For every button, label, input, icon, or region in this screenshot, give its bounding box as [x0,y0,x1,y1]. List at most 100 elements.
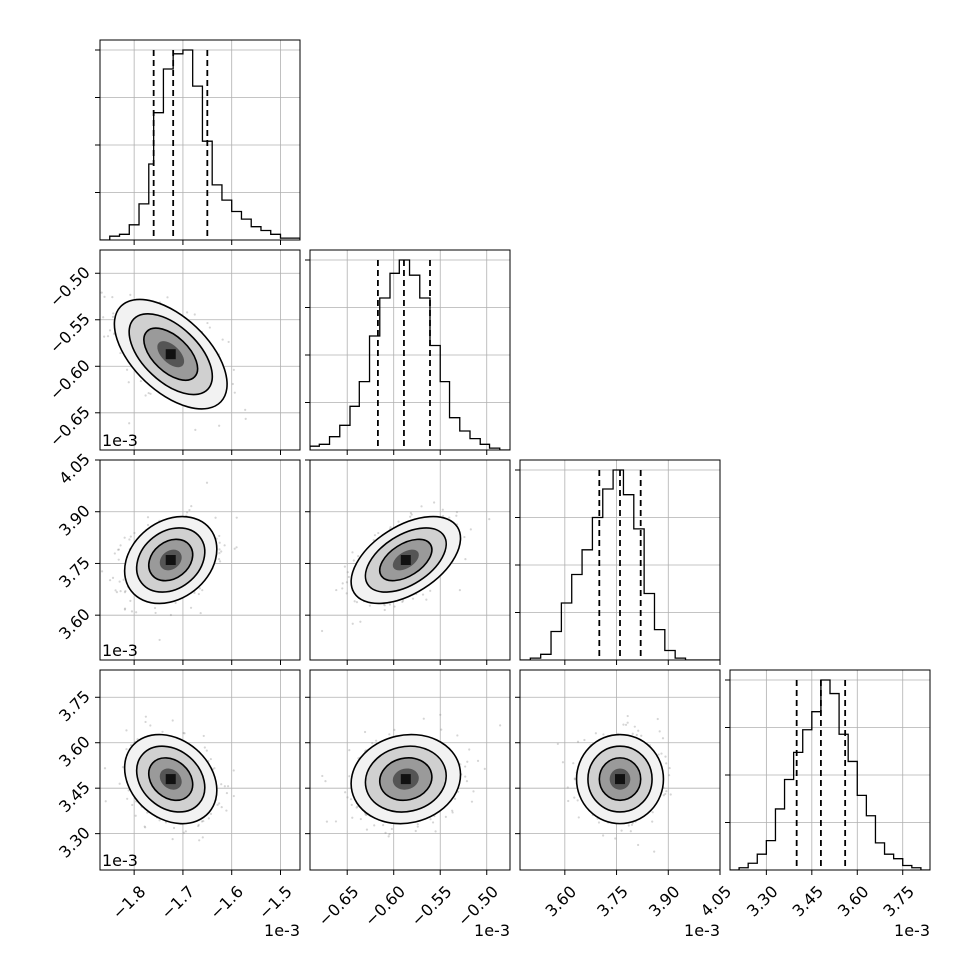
sample-point [232,794,235,798]
x-offset-label-2: 1e-3 [684,921,720,940]
sample-point [341,582,344,585]
sample-point [185,511,189,514]
sample-point [651,820,654,823]
y-tick-label-3-3: 3.75 [55,687,94,726]
sample-point [335,588,338,592]
sample-point [351,622,354,625]
sample-point [390,827,393,831]
sample-point [622,723,625,726]
sample-point [640,734,643,737]
sample-point [144,826,147,829]
sample-point [465,780,469,783]
sample-point [127,381,130,384]
sample-point [198,587,201,590]
sample-point [154,611,157,615]
sample-point [158,819,161,822]
sample-point [653,850,656,853]
sample-point [108,579,112,582]
sample-point [626,714,629,718]
sample-point [373,534,377,537]
sample-point [128,422,131,425]
sample-point [198,839,201,842]
sample-point [348,775,351,778]
sample-point [664,792,667,796]
sample-point [199,611,202,615]
sample-point [576,799,579,802]
sample-point [448,516,451,519]
axes-frame [99,39,301,241]
sample-point [218,552,221,555]
x-tick-label-1-2: −0.55 [407,882,455,930]
sample-point [101,570,104,573]
sample-point [133,531,136,535]
scatter-panel-1-0: −0.65−0.60−0.55−0.50 1e-3 [46,249,301,455]
sample-point [144,720,147,724]
sample-point [567,799,570,803]
sample-point [334,820,338,823]
sample-point [118,580,121,583]
sample-point [153,606,157,610]
sample-point [216,803,219,806]
sample-point [357,555,360,558]
sample-point [349,798,353,801]
sample-point [184,830,187,833]
y-tick-label-1-2: −0.55 [46,309,94,357]
sample-point [383,604,386,607]
sample-point [223,785,226,788]
x-tick-label-3-0: 3.30 [743,882,782,921]
sample-point [658,730,661,733]
x-offset-label-1: 1e-3 [474,921,510,940]
sample-point [629,830,632,833]
histogram-panel-0 [95,39,301,245]
sample-point [190,505,193,508]
sample-point [373,824,376,827]
sample-point [174,601,177,604]
density-peak [165,349,176,360]
sample-point [635,733,638,737]
sample-point [383,608,386,612]
grid [310,250,510,450]
sample-point [627,824,630,827]
density-peak [165,774,176,785]
sample-point [614,837,617,840]
sample-point [341,587,344,590]
sample-point [594,732,597,735]
scatter-panel-2-1 [305,459,511,665]
sample-point [146,523,150,527]
sample-point [364,813,367,816]
sample-point [577,816,580,819]
axes-frame [99,669,301,871]
x-tick-label-0-3: −1.5 [255,882,296,923]
sample-point [203,746,206,749]
sample-point [225,809,228,812]
sample-point [244,417,247,420]
sample-point [393,605,396,608]
sample-point [664,755,667,758]
sample-point [218,560,222,563]
x-tick-label-3-2: 3.60 [834,882,873,921]
sample-point [201,836,204,839]
x-tick-label-3-3: 3.75 [879,882,918,921]
sample-point [630,823,634,826]
sample-point [409,515,412,518]
sample-point [182,731,185,735]
axes-frame [309,669,511,871]
sample-point [124,590,127,593]
sample-point [220,783,223,786]
sample-point [439,713,442,716]
sample-point [233,391,236,394]
sample-point [397,520,400,523]
sample-point [411,597,415,600]
sample-point [624,723,628,726]
sample-point [429,818,432,821]
sample-point [463,535,466,539]
sample-point [573,777,576,780]
sample-point [665,790,668,793]
x-tick-label-1-0: −0.65 [314,882,362,930]
sample-point [353,600,356,603]
sample-point [205,481,209,484]
sample-point [468,748,471,751]
sample-point [668,766,671,770]
